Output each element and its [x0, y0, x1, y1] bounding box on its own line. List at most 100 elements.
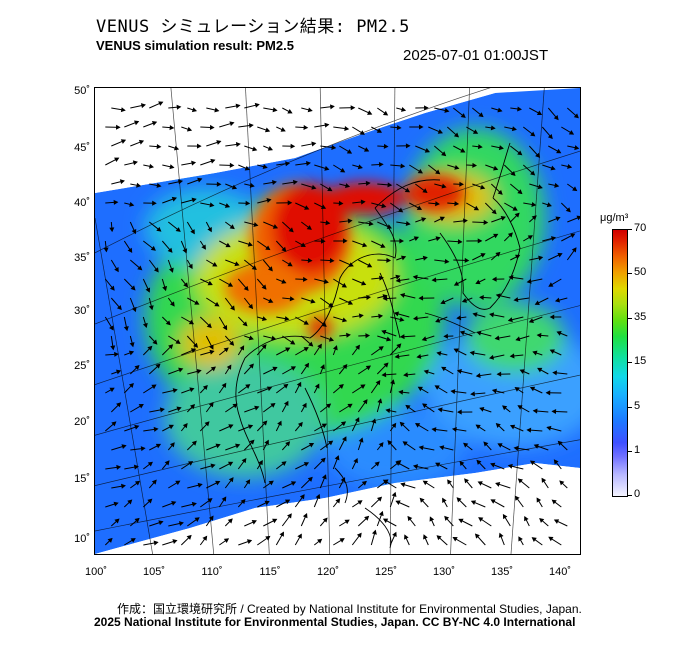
wind-arrowhead	[536, 332, 542, 338]
wind-arrowhead	[346, 149, 353, 154]
wind-arrowhead	[116, 304, 122, 311]
wind-arrowhead	[570, 233, 576, 239]
wind-arrowhead	[510, 170, 516, 177]
wind-arrowhead	[340, 167, 346, 173]
wind-arrowhead	[338, 384, 344, 389]
wind-arrowhead	[221, 496, 227, 502]
lat-label-35: 35˚	[74, 252, 90, 264]
wind-arrowhead	[134, 480, 141, 486]
wind-arrowhead	[290, 143, 296, 149]
wind-arrowhead	[175, 480, 181, 486]
wind-arrowhead	[119, 179, 125, 185]
wind-arrowhead	[116, 464, 122, 470]
wind-arrowhead	[493, 165, 499, 171]
wind-arrowhead	[177, 179, 184, 185]
wind-arrowhead	[223, 538, 230, 543]
wind-arrowhead	[493, 233, 499, 239]
wind-arrowhead	[474, 533, 480, 539]
wind-arrowhead	[509, 353, 515, 359]
wind-arrowhead	[169, 164, 175, 170]
wind-arrowhead	[529, 386, 536, 392]
wind-arrowhead	[539, 517, 545, 523]
wind-arrowhead	[214, 301, 220, 307]
wind-arrowhead	[390, 379, 396, 385]
wind-arrowhead	[555, 216, 561, 222]
wind-arrowhead	[511, 126, 517, 132]
wind-arrowhead	[531, 537, 537, 542]
wind-arrowhead	[169, 125, 175, 131]
wind-arrowhead	[209, 349, 215, 355]
wind-arrowhead	[240, 499, 246, 505]
wind-arrowhead	[476, 330, 482, 336]
wind-arrowhead	[459, 460, 465, 467]
wind-arrowhead	[261, 284, 267, 290]
coastlines	[235, 142, 521, 549]
wind-arrowhead	[416, 205, 423, 210]
lat-label-25: 25˚	[74, 360, 90, 372]
wind-arrowhead	[401, 255, 407, 261]
wind-arrowhead	[182, 423, 188, 429]
wind-arrowhead	[513, 297, 519, 303]
wind-arrowhead	[228, 477, 234, 483]
wind-arrowhead	[171, 500, 177, 506]
wind-arrowhead	[363, 147, 370, 152]
wind-arrowhead	[290, 481, 297, 486]
wind-arrowhead	[431, 427, 437, 433]
wind-arrowhead	[138, 404, 144, 409]
lon-label-125: 125˚	[374, 566, 398, 578]
wind-arrowhead	[395, 274, 401, 280]
wind-arrowhead	[242, 321, 248, 327]
wind-arrowhead	[344, 519, 350, 525]
wind-arrowhead	[502, 513, 508, 520]
wind-arrowhead	[243, 285, 249, 292]
wind-arrowhead	[311, 184, 317, 190]
wind-arrowhead	[423, 534, 428, 540]
wind-arrowhead	[378, 162, 384, 168]
wind-arrowhead	[267, 386, 273, 392]
wind-arrowhead	[490, 125, 496, 131]
wind-arrowhead	[168, 344, 174, 350]
lon-label-130: 130˚	[432, 566, 456, 578]
wind-arrowhead	[306, 225, 312, 230]
wind-arrowhead	[320, 457, 326, 463]
wind-arrowhead	[228, 424, 234, 429]
wind-arrowhead	[356, 532, 362, 538]
lon-label-115: 115˚	[259, 566, 281, 578]
wind-arrowhead	[285, 441, 291, 447]
wind-arrowhead	[229, 162, 235, 168]
wind-arrowhead	[297, 533, 302, 539]
colorbar-label-35: 35	[634, 311, 647, 323]
wind-arrowhead	[551, 499, 557, 505]
wind-arrowhead	[457, 239, 463, 245]
wind-arrowhead	[399, 238, 404, 244]
wind-arrowhead	[419, 497, 425, 503]
wind-arrowhead	[547, 133, 553, 140]
wind-arrowhead	[156, 182, 162, 188]
wind-arrowhead	[228, 461, 234, 467]
wind-arrowhead	[546, 202, 552, 208]
wind-arrowhead	[267, 145, 273, 151]
wind-arrowhead	[556, 148, 562, 154]
wind-arrowhead	[287, 200, 293, 206]
wind-arrowhead	[145, 287, 151, 293]
wind-arrowhead	[134, 424, 140, 430]
wind-arrowhead	[361, 480, 367, 486]
wind-arrowhead	[329, 258, 335, 264]
wind-arrowhead	[315, 493, 321, 500]
wind-arrowhead	[416, 353, 422, 359]
wind-arrowhead	[380, 243, 386, 248]
wind-arrowhead	[297, 421, 303, 428]
wind-arrowhead	[509, 424, 516, 430]
wind-arrowhead	[457, 409, 462, 415]
wind-arrowhead	[556, 331, 562, 336]
wind-arrowhead	[379, 275, 384, 281]
wind-arrowhead	[551, 409, 557, 415]
wind-arrowhead	[497, 107, 503, 113]
wind-vector-field	[103, 101, 580, 546]
wind-arrowhead	[480, 184, 486, 190]
wind-arrowhead	[194, 300, 200, 305]
wind-arrowhead	[107, 537, 113, 543]
wind-arrowhead	[239, 345, 245, 351]
wind-arrowhead	[290, 366, 297, 371]
wind-arrowhead	[460, 113, 466, 118]
